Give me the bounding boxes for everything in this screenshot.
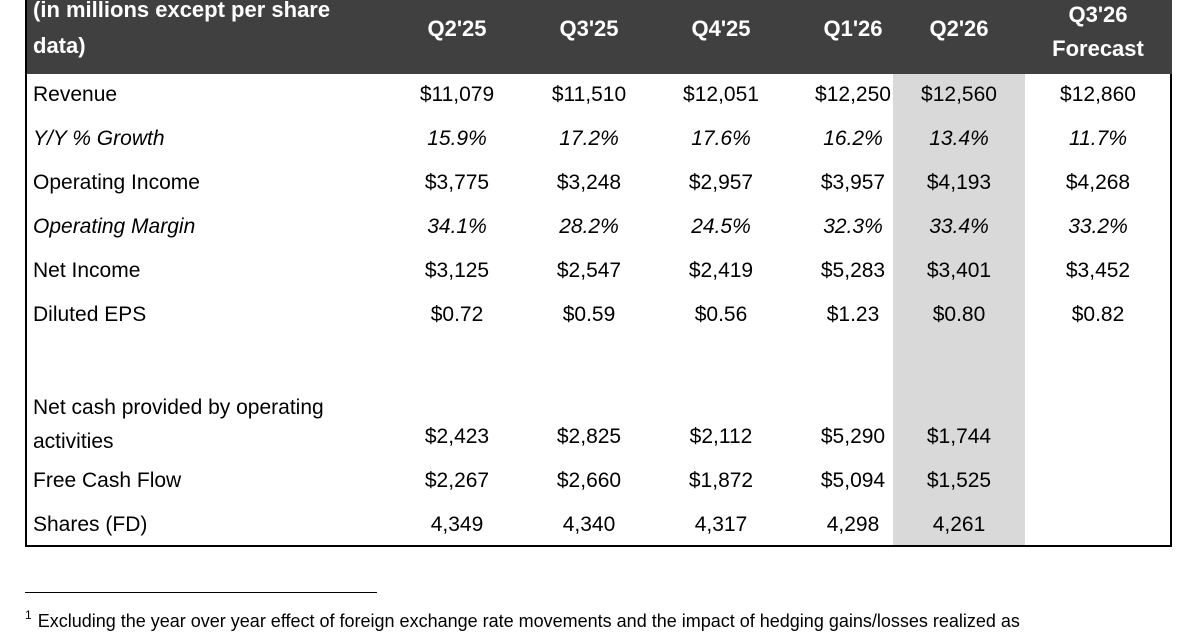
table-cell: 17.6% <box>691 127 751 150</box>
table-cell: 4,349 <box>430 513 484 536</box>
table-cell: 24.5% <box>691 215 751 238</box>
table-cell: $0.80 <box>932 303 986 326</box>
row-label-net-cash-operating: Net cash provided by operating activitie… <box>33 391 324 459</box>
column-header-forecast: Q3'26 Forecast <box>1033 0 1163 66</box>
table-cell: $3,125 <box>424 259 490 282</box>
table-cell: $1.23 <box>826 303 880 326</box>
table-cell: $1,744 <box>926 425 992 448</box>
table-cell: 16.2% <box>823 127 883 150</box>
row-label-shares-fd: Shares (FD) <box>33 513 148 536</box>
table-cell: 4,261 <box>932 513 986 536</box>
table-cell: $3,401 <box>926 259 992 282</box>
table-cell: $3,957 <box>820 171 886 194</box>
table-cell: 4,298 <box>826 513 880 536</box>
forecast-header-line1: Q3'26 <box>1068 2 1128 27</box>
table-cell: 11.7% <box>1069 127 1127 150</box>
table-cell: $3,775 <box>424 171 490 194</box>
row-label-net-cash-line2: activities <box>33 430 114 453</box>
column-header-q1-26: Q1'26 <box>823 16 883 41</box>
table-cell: 28.2% <box>559 215 619 238</box>
row-label-operating-income: Operating Income <box>33 171 200 194</box>
table-cell: $4,268 <box>1065 171 1131 194</box>
row-label-diluted-eps: Diluted EPS <box>33 303 147 326</box>
table-cell: $2,957 <box>688 171 754 194</box>
row-label-net-income: Net Income <box>33 259 141 282</box>
table-cell: $12,560 <box>921 83 997 106</box>
table-cell: 34.1% <box>427 215 487 238</box>
table-cell: $0.72 <box>430 303 484 326</box>
row-label-operating-margin: Operating Margin <box>33 215 196 238</box>
table-cell: $11,079 <box>419 83 495 106</box>
table-cell: 32.3% <box>823 215 883 238</box>
column-header-q4-25: Q4'25 <box>691 16 751 41</box>
table-cell: $3,248 <box>556 171 622 194</box>
table-cell: $11,510 <box>551 83 627 106</box>
table-cell: $4,193 <box>926 171 992 194</box>
table-cell: $12,250 <box>815 83 891 106</box>
row-label-yy-growth: Y/Y % Growth <box>33 127 165 150</box>
table-cell: $0.59 <box>562 303 616 326</box>
column-header-q2-26: Q2'26 <box>929 16 989 41</box>
footnote-text: Excluding the year over year effect of f… <box>37 611 1020 631</box>
footnote-divider <box>25 592 377 593</box>
table-cell: $12,860 <box>1060 83 1136 106</box>
table-cell: $2,825 <box>556 425 622 448</box>
table-cell: $2,660 <box>556 469 622 492</box>
row-label-revenue: Revenue <box>33 83 118 106</box>
table-cell: $3,452 <box>1065 259 1131 282</box>
header-title: (in millions except per share data) <box>33 0 373 64</box>
financial-table: (in millions except per share data) Q2'2… <box>25 0 1172 547</box>
table-cell: $12,051 <box>683 83 759 106</box>
table-cell: $1,872 <box>688 469 754 492</box>
table-cell: 17.2% <box>559 127 619 150</box>
row-label-free-cash-flow: Free Cash Flow <box>33 469 182 492</box>
highlighted-column-q2-26 <box>893 74 1025 545</box>
table-cell: 15.9% <box>427 127 487 150</box>
table-cell: $2,267 <box>424 469 490 492</box>
table-cell: $2,423 <box>424 425 490 448</box>
forecast-header-line2: Forecast <box>1052 36 1144 61</box>
table-cell: 4,317 <box>694 513 748 536</box>
table-cell: $5,283 <box>820 259 886 282</box>
table-cell: $0.56 <box>694 303 748 326</box>
table-cell: $5,290 <box>820 425 886 448</box>
table-cell: $2,419 <box>688 259 754 282</box>
column-header-q2-25: Q2'25 <box>427 16 487 41</box>
table-cell: $5,094 <box>820 469 886 492</box>
column-header-q3-25: Q3'25 <box>559 16 619 41</box>
table-cell: $2,112 <box>689 425 753 448</box>
footnote: 1 Excluding the year over year effect of … <box>25 608 1020 632</box>
row-label-net-cash-line1: Net cash provided by operating <box>33 396 324 419</box>
table-cell: 33.2% <box>1068 215 1128 238</box>
table-cell: $2,547 <box>556 259 622 282</box>
table-cell: 4,340 <box>562 513 616 536</box>
table-cell: $0.82 <box>1071 303 1125 326</box>
footnote-marker: 1 <box>25 608 32 622</box>
header-title-line2: data) <box>33 33 86 58</box>
table-cell: $1,525 <box>926 469 992 492</box>
table-cell: 33.4% <box>929 215 989 238</box>
table-cell: 13.4% <box>929 127 989 150</box>
header-title-line1: (in millions except per share <box>33 0 331 22</box>
table-header: (in millions except per share data) Q2'2… <box>27 0 1172 74</box>
